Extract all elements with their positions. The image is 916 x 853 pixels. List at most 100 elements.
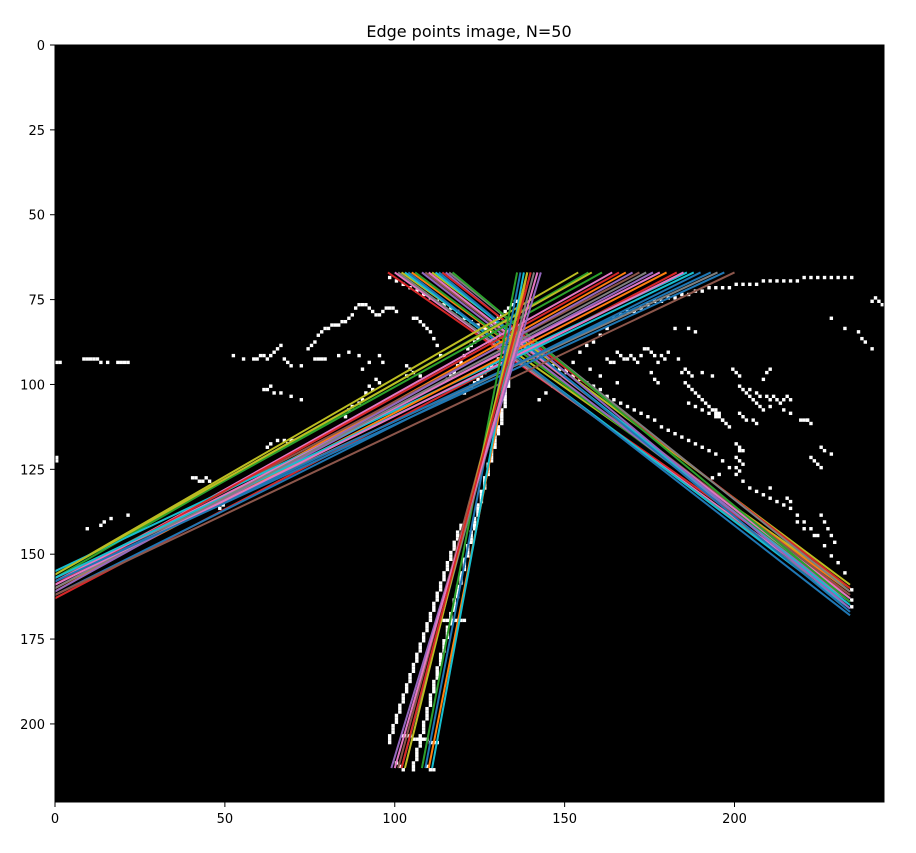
- edge-point: [748, 387, 752, 392]
- edge-point: [442, 571, 446, 575]
- edge-point: [479, 374, 484, 378]
- chart-title: Edge points image, N=50: [366, 22, 571, 41]
- y-tick-label: 50: [28, 209, 45, 224]
- edge-point: [452, 608, 456, 612]
- edge-point: [782, 279, 786, 283]
- edge-point: [656, 381, 660, 385]
- edge-point: [418, 740, 422, 745]
- edge-point: [693, 330, 698, 334]
- edge-point: [466, 347, 470, 351]
- y-axis: 0 25 50 75 100 125 150 175 200: [20, 39, 55, 733]
- edge-point: [92, 357, 96, 361]
- edge-point: [455, 537, 460, 541]
- edge-point: [432, 686, 436, 690]
- edge-point: [275, 438, 280, 443]
- edge-point: [850, 605, 854, 609]
- edge-point: [819, 465, 823, 470]
- edge-point: [748, 394, 752, 399]
- edge-point: [394, 309, 399, 314]
- edge-point: [822, 448, 827, 453]
- edge-point: [503, 398, 507, 402]
- edge-point: [452, 547, 456, 551]
- edge-point: [432, 605, 436, 609]
- edge-point: [822, 520, 827, 524]
- edge-point: [714, 415, 718, 419]
- edge-point: [585, 343, 589, 348]
- edge-point: [126, 360, 130, 365]
- edge-point: [404, 689, 409, 694]
- edge-point: [476, 336, 480, 341]
- edge-point: [343, 319, 348, 324]
- edge-point: [744, 418, 749, 422]
- edge-point: [445, 567, 450, 572]
- edge-point: [415, 737, 419, 741]
- edge-point: [544, 391, 548, 395]
- edge-point: [55, 360, 59, 365]
- fitted-line-20: [54, 271, 701, 596]
- edge-point: [459, 523, 463, 528]
- edge-point: [588, 367, 592, 371]
- edge-point: [720, 418, 725, 422]
- edge-point: [503, 309, 507, 314]
- edge-point: [741, 282, 745, 287]
- edge-point: [646, 347, 650, 351]
- edge-point: [537, 398, 541, 402]
- edge-point: [765, 370, 769, 375]
- edge-point: [826, 527, 830, 531]
- edge-point: [316, 333, 321, 337]
- edge-point: [717, 415, 721, 419]
- edge-point: [775, 398, 779, 402]
- edge-point: [377, 313, 382, 317]
- edge-point: [805, 418, 810, 422]
- edge-point: [262, 353, 266, 358]
- edge-point: [693, 442, 698, 446]
- edge-point: [122, 360, 127, 365]
- edge-point: [421, 720, 426, 724]
- edge-point: [262, 387, 266, 392]
- edge-point: [612, 398, 616, 402]
- edge-point: [707, 411, 711, 416]
- edge-point: [819, 513, 823, 517]
- edge-point: [686, 384, 691, 388]
- edge-point: [686, 438, 691, 443]
- edge-point: [425, 764, 429, 769]
- edge-point: [336, 353, 341, 358]
- y-tick-label: 100: [20, 378, 45, 393]
- edge-point: [500, 411, 504, 416]
- edge-point: [877, 299, 881, 303]
- edge-point: [714, 411, 718, 416]
- edge-point: [411, 737, 416, 741]
- edge-point: [55, 459, 59, 463]
- edge-point: [408, 679, 412, 684]
- edge-point: [734, 282, 738, 287]
- edge-point: [415, 659, 419, 663]
- edge-point: [741, 462, 745, 466]
- edge-point: [829, 533, 834, 538]
- edge-point: [472, 527, 477, 531]
- edge-point: [863, 340, 868, 344]
- edge-point: [418, 734, 422, 738]
- edge-point: [799, 418, 803, 422]
- fitted-line-41: [424, 272, 522, 769]
- edge-point: [421, 730, 426, 735]
- edge-point: [758, 394, 762, 399]
- edge-point: [357, 353, 361, 358]
- edge-point: [693, 404, 698, 409]
- edge-point: [306, 347, 310, 351]
- edge-point: [408, 673, 412, 677]
- edge-point: [194, 476, 198, 480]
- edge-point: [313, 357, 317, 361]
- edge-point: [850, 598, 854, 602]
- edge-point: [659, 425, 664, 429]
- edge-point: [656, 360, 660, 365]
- edge-point: [360, 398, 365, 402]
- edge-point: [428, 703, 433, 707]
- edge-point: [720, 286, 725, 290]
- edge-point: [751, 398, 755, 402]
- edge-point: [289, 438, 293, 443]
- edge-point: [741, 448, 745, 453]
- edge-point: [873, 296, 878, 300]
- edge-point: [707, 286, 711, 290]
- edge-point: [741, 387, 745, 392]
- edge-point: [452, 544, 456, 548]
